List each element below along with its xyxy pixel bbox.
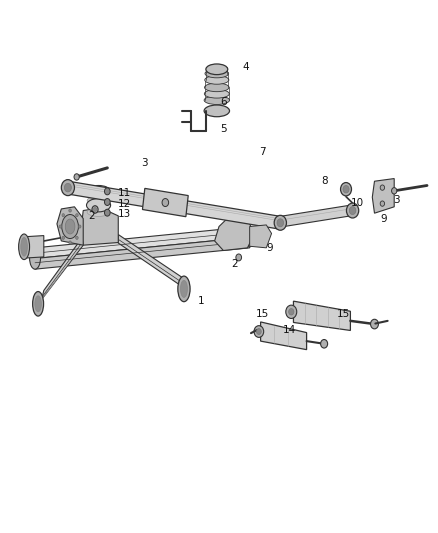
Ellipse shape — [245, 227, 254, 247]
Polygon shape — [81, 208, 118, 245]
Text: 7: 7 — [259, 147, 266, 157]
Ellipse shape — [86, 198, 110, 212]
Ellipse shape — [93, 207, 96, 211]
Ellipse shape — [204, 96, 230, 104]
Ellipse shape — [257, 328, 261, 335]
Ellipse shape — [205, 76, 229, 84]
Text: 11: 11 — [118, 188, 131, 198]
Ellipse shape — [76, 236, 78, 239]
Ellipse shape — [180, 280, 187, 297]
Text: 12: 12 — [118, 199, 131, 208]
Polygon shape — [261, 322, 307, 350]
Ellipse shape — [69, 241, 71, 244]
Ellipse shape — [69, 209, 71, 212]
Ellipse shape — [204, 105, 230, 117]
Ellipse shape — [380, 201, 385, 206]
Ellipse shape — [105, 188, 110, 195]
Ellipse shape — [206, 64, 228, 75]
Ellipse shape — [76, 214, 78, 217]
Ellipse shape — [21, 238, 27, 256]
Polygon shape — [35, 237, 250, 269]
Polygon shape — [142, 188, 188, 217]
Text: 14: 14 — [283, 326, 296, 335]
Ellipse shape — [105, 209, 110, 216]
Text: 3: 3 — [393, 195, 400, 205]
Text: 4: 4 — [242, 62, 249, 71]
Ellipse shape — [78, 225, 81, 228]
Ellipse shape — [371, 319, 378, 329]
Ellipse shape — [321, 340, 328, 348]
Ellipse shape — [343, 185, 349, 193]
Ellipse shape — [87, 208, 110, 216]
Ellipse shape — [162, 199, 169, 207]
Ellipse shape — [18, 234, 30, 260]
Ellipse shape — [392, 188, 397, 194]
Text: 10: 10 — [350, 198, 364, 207]
Polygon shape — [280, 205, 351, 227]
Ellipse shape — [88, 185, 110, 195]
Ellipse shape — [277, 219, 284, 227]
Ellipse shape — [205, 69, 229, 78]
Polygon shape — [35, 227, 250, 259]
Ellipse shape — [205, 83, 229, 92]
Ellipse shape — [380, 185, 385, 190]
Ellipse shape — [286, 305, 297, 318]
Ellipse shape — [62, 236, 64, 239]
Ellipse shape — [274, 215, 286, 230]
Ellipse shape — [65, 219, 75, 234]
Ellipse shape — [62, 215, 78, 239]
Ellipse shape — [178, 276, 190, 302]
Ellipse shape — [29, 247, 40, 269]
Text: 2: 2 — [88, 211, 95, 221]
Ellipse shape — [87, 190, 110, 199]
Ellipse shape — [289, 309, 294, 315]
Text: 5: 5 — [220, 124, 227, 134]
Ellipse shape — [87, 196, 110, 205]
Ellipse shape — [105, 199, 110, 205]
Ellipse shape — [204, 90, 230, 98]
Ellipse shape — [61, 180, 74, 196]
Ellipse shape — [254, 326, 264, 337]
Polygon shape — [250, 225, 272, 248]
Ellipse shape — [64, 183, 71, 192]
Ellipse shape — [74, 174, 79, 180]
Polygon shape — [118, 235, 182, 286]
Ellipse shape — [350, 207, 356, 215]
Text: 8: 8 — [321, 176, 328, 186]
Ellipse shape — [35, 296, 41, 312]
Ellipse shape — [32, 292, 43, 316]
Polygon shape — [372, 179, 394, 213]
Ellipse shape — [87, 202, 110, 211]
Ellipse shape — [346, 203, 359, 218]
Text: 3: 3 — [141, 158, 148, 167]
Text: 9: 9 — [380, 214, 387, 223]
Polygon shape — [67, 181, 281, 229]
Text: 15: 15 — [256, 310, 269, 319]
Text: 1: 1 — [198, 296, 205, 306]
Polygon shape — [215, 216, 254, 251]
Polygon shape — [26, 236, 44, 258]
Text: 2: 2 — [231, 259, 238, 269]
Ellipse shape — [236, 254, 242, 261]
Text: 15: 15 — [337, 310, 350, 319]
Ellipse shape — [341, 182, 352, 196]
Ellipse shape — [92, 206, 98, 213]
Polygon shape — [42, 236, 83, 300]
Text: 9: 9 — [266, 243, 273, 253]
Text: 13: 13 — [118, 209, 131, 219]
Ellipse shape — [62, 214, 64, 217]
Polygon shape — [57, 207, 83, 245]
Ellipse shape — [59, 225, 62, 228]
Polygon shape — [293, 301, 350, 330]
Text: 6: 6 — [220, 98, 227, 107]
